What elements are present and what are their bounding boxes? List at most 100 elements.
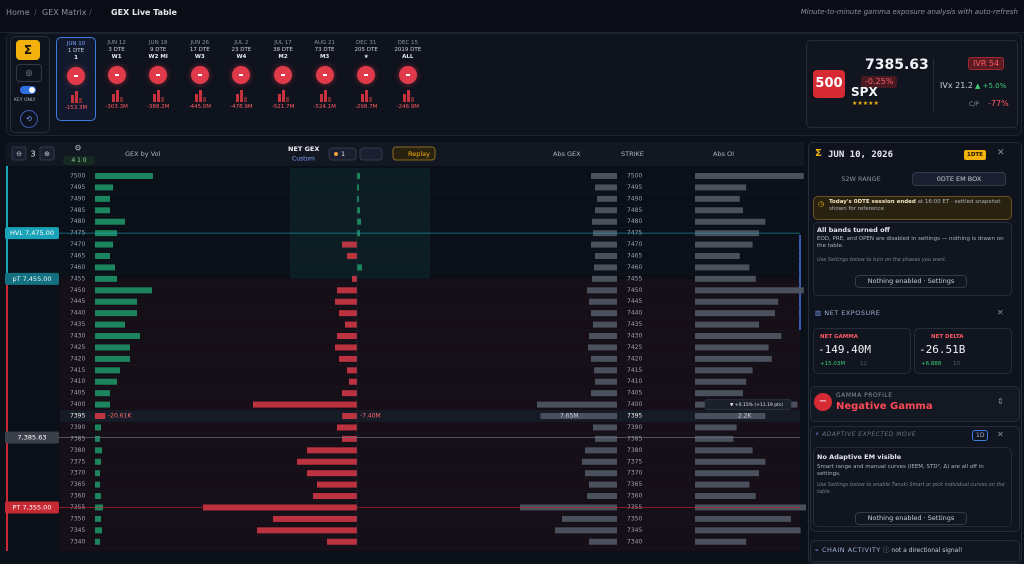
tab-range[interactable]: 52W RANGE xyxy=(841,175,881,183)
abs-oi-bar xyxy=(695,527,801,534)
collapse-button[interactable]: ✕ xyxy=(997,430,1004,439)
expiry-card[interactable]: JUN 10 1 DTE 1 -153.3M xyxy=(56,37,96,121)
expiry-tag: M3 xyxy=(319,54,330,60)
net-gex-bar xyxy=(357,207,360,214)
expiry-card[interactable]: DEC 15 2019 DTE ALL -248.9M xyxy=(389,37,427,119)
mini-bar xyxy=(194,94,198,102)
expiry-date: JUL 17 xyxy=(274,40,292,46)
expiry-card[interactable]: JUL 2 23 DTE W4 -478.9M xyxy=(222,37,260,119)
strike: 7400 xyxy=(627,401,642,408)
abs-oi-bar xyxy=(695,470,759,477)
gex-vol-bar xyxy=(95,447,102,454)
zoom-in xyxy=(39,146,55,161)
mini-bar xyxy=(79,98,82,103)
expiry-card[interactable]: JUN 26 17 DTE W3 -445.0M xyxy=(181,37,219,119)
replay-button[interactable] xyxy=(392,146,436,161)
cp-value: -77% xyxy=(988,99,1009,108)
aem-title: ⚡ ADAPTIVE EXPECTED MOVE xyxy=(815,431,917,438)
panel-date: JUN 10, 2026 xyxy=(828,150,894,160)
strike: 7360 xyxy=(627,493,642,500)
chain-title-text: CHAIN ACTIVITY xyxy=(821,546,881,554)
mini-bar xyxy=(244,97,248,102)
mini-bar xyxy=(240,90,244,102)
expiry-card[interactable]: JUL 17 38 DTE M2 -521.7M xyxy=(264,37,302,119)
aem-badge[interactable]: 1D xyxy=(972,430,989,441)
header-abs-oi: Abs OI xyxy=(713,150,734,158)
expiry-tag: M2 xyxy=(278,54,288,60)
mini-bars xyxy=(236,90,248,102)
strike: 7385 xyxy=(70,435,85,442)
mini-bar xyxy=(75,91,78,103)
expiry-card[interactable]: DEC 31 205 DTE ★ -298.7M xyxy=(347,37,385,119)
gex-vol-bar xyxy=(95,435,100,442)
strike: 7460 xyxy=(70,264,85,271)
collapse-button[interactable]: ✕ xyxy=(997,308,1004,317)
net-gex-bar xyxy=(273,515,357,522)
expiry-tag: ★ xyxy=(363,54,369,60)
expiry-dot xyxy=(274,66,292,84)
gex-vol-bar xyxy=(95,275,117,282)
net-gamma-label: NET GAMMA xyxy=(820,334,859,340)
bands-hint: Use Settings below to turn on the phases… xyxy=(817,257,947,263)
zoom-level: 3 xyxy=(30,150,35,159)
abs-oi-bar xyxy=(695,184,747,191)
expiry-value: -388.2M xyxy=(146,104,170,110)
breadcrumb-matrix[interactable]: GEX Matrix xyxy=(42,8,87,17)
target-button[interactable]: ◎ xyxy=(16,64,42,82)
abs-oi-bar xyxy=(695,275,756,282)
expiry-card[interactable]: JUN 12 3 DTE W1 -303.3M xyxy=(98,37,136,119)
strike: 7400 xyxy=(70,401,85,408)
mini-bars xyxy=(71,91,82,103)
key-only-toggle[interactable] xyxy=(20,86,36,94)
mini-bar xyxy=(71,95,74,103)
abs-gex-bar xyxy=(595,184,617,191)
expiry-dte: 1 DTE xyxy=(67,48,85,54)
net-exposure-title: ▥ NET EXPOSURE xyxy=(815,309,881,317)
level-label: PT 7,355.00 xyxy=(13,503,52,511)
mini-bar xyxy=(361,94,365,102)
expiry-value: -303.3M xyxy=(105,104,128,110)
abs-gex-bar xyxy=(589,333,617,340)
expiry-card[interactable]: JUN 18 9 DTE W2 MI -388.2M xyxy=(139,37,177,119)
page: ⊖ 3 ⊕ ⚙ 4 1 0 GEX by Vol NET GEX Custom 1 Replay A… xyxy=(0,8,1024,564)
expiry-value: -248.9M xyxy=(396,104,420,110)
edge-call xyxy=(6,166,8,279)
mini-bar xyxy=(286,97,289,102)
mini-bar xyxy=(406,90,410,102)
gex-vol-bar xyxy=(95,390,110,397)
expiry-dot xyxy=(232,66,251,84)
gex-vol-bar xyxy=(95,287,152,294)
expiry-value: -445.0M xyxy=(188,104,212,110)
strike: 7470 xyxy=(70,241,85,248)
aem-settings-button[interactable]: Nothing enabled · Settings xyxy=(855,512,967,525)
counts-pill xyxy=(63,156,95,165)
close-button[interactable]: ✕ xyxy=(997,148,1005,158)
bands-settings-button[interactable]: Nothing enabled · Settings xyxy=(855,275,967,288)
net-gex-bar xyxy=(297,458,357,465)
mini-bars xyxy=(402,90,414,102)
mini-bar xyxy=(111,94,115,102)
mini-bars xyxy=(153,90,165,102)
net-gex-bar xyxy=(307,447,357,454)
ivr: IVR 54 xyxy=(968,57,1005,70)
tab-em-box[interactable]: 0DTE EM BOX xyxy=(912,172,1006,186)
expiry-dte: 38 DTE xyxy=(273,47,293,53)
refresh-button[interactable]: ⟲ xyxy=(20,110,38,128)
breadcrumb-home[interactable]: Home xyxy=(6,8,30,17)
net-delta-value: -26.51B xyxy=(919,343,966,356)
abs-gex-bar xyxy=(594,264,617,271)
strike: 7450 xyxy=(627,287,642,294)
expand-button[interactable]: ⇕ xyxy=(997,397,1004,406)
strike: 7490 xyxy=(627,195,642,202)
abs-oi-bar xyxy=(695,424,737,431)
net-gex-bar xyxy=(313,493,357,500)
strike: 7485 xyxy=(627,207,642,214)
edge-put xyxy=(6,278,8,551)
sigma-button[interactable]: Σ xyxy=(16,40,40,60)
gex-vol-bar xyxy=(95,321,125,328)
expiry-card[interactable]: AUG 21 73 DTE M3 -524.1M xyxy=(306,37,344,119)
expiry-date: JUN 10 xyxy=(66,41,86,47)
strike: 7375 xyxy=(70,458,85,465)
abs-gex-bar xyxy=(589,481,617,488)
abs-oi-label: 2.2K xyxy=(738,413,753,420)
